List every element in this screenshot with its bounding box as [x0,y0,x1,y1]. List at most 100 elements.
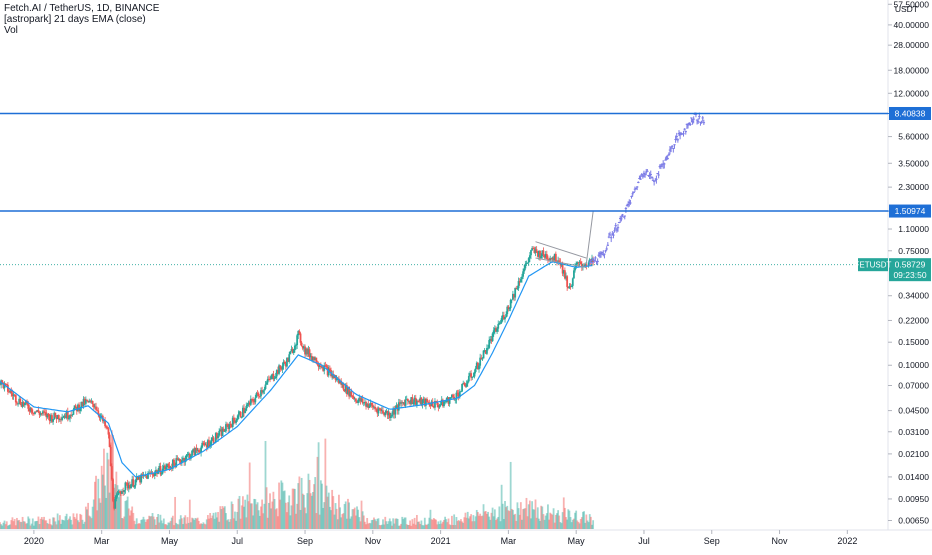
candle-body [463,382,466,386]
volume-bar [126,496,129,529]
volume-bar [55,524,58,529]
candle-body [95,406,97,410]
candle-body [533,248,536,253]
candle-body [108,434,111,447]
volume-bar [422,525,425,529]
candle-body [21,402,24,407]
volume-bar [570,522,573,529]
volume-bar [335,508,338,529]
volume-bar [465,517,468,529]
candle-body [248,402,251,405]
candle-body [37,410,40,413]
volume-bar [9,524,12,529]
volume-bar [491,507,494,529]
volume-bar [278,482,280,529]
volume-bar [396,518,399,529]
symbol-title[interactable]: Fetch.AI / TetherUS, 1D, BINANCE [4,3,160,14]
volume-bar [123,516,126,529]
volume-bar [404,517,407,529]
candle-body [188,453,191,459]
candle-body [498,323,501,325]
volume-bar [309,493,312,529]
volume-bar [45,520,48,529]
volume-bar [361,511,364,529]
volume-bar [530,518,532,529]
candle-body [81,401,84,406]
volume-bar [188,499,191,529]
candle-body [469,373,471,377]
candle-body [10,390,13,394]
candle-body [502,315,505,320]
volume-bar [462,522,465,529]
volume-indicator-label[interactable]: Vol [4,25,18,36]
candle-body [277,370,279,374]
volume-bar [502,518,505,529]
candle-body [27,404,30,409]
pattern-trendline [535,257,587,268]
candle-body [118,491,121,493]
ema-indicator-label[interactable]: [astropark] 21 days EMA (close) [4,14,146,25]
candle-body [265,382,268,385]
volume-bar [116,485,119,529]
candle-body [158,466,161,471]
volume-bar [298,476,301,529]
volume-bar [360,500,363,529]
candle-body [394,408,397,415]
candle-body [278,365,280,374]
volume-bar [552,508,555,529]
candle-body [409,401,412,405]
candle-body [415,400,418,405]
volume-bar [218,521,221,529]
volume-bar [282,491,285,529]
candle-body [514,287,517,298]
volume-bar [141,519,144,529]
volume-bar [474,516,477,529]
volume-bar [310,495,313,529]
volume-bar [81,519,84,529]
volume-bar [441,521,444,529]
candle-body [382,410,384,414]
candle-body [5,383,8,385]
volume-bar [432,518,435,529]
volume-bar [2,522,5,529]
volume-bar [515,520,518,529]
volume-bar [293,488,296,529]
candle-body [167,464,170,466]
y-tick-label: 0.07000 [898,381,929,391]
candle-body [288,354,291,362]
volume-bar [556,513,558,529]
volume-bar [183,517,186,529]
candle-body [423,398,426,406]
candle-body [544,254,547,258]
volume-bar [314,477,317,529]
volume-bar [428,517,431,529]
volume-bar [150,516,153,529]
volume-bar [263,503,266,529]
volume-bar [275,508,278,529]
candle-body [547,258,549,260]
candle-body [366,403,369,407]
candle-body [201,442,204,448]
candle-body [368,405,371,408]
candle-body [341,383,344,385]
candle-body [71,414,74,416]
volume-bar [23,521,26,529]
volume-bar [563,507,566,529]
volume-bar [98,498,101,529]
x-tick-label: Mar [94,536,110,546]
volume-bar [392,518,395,529]
volume-bar [460,519,462,529]
candle-body [518,281,521,283]
volume-bar [417,521,419,529]
candle-body [119,492,122,494]
candle-body [186,454,189,456]
candle-body [221,428,224,436]
volume-bar [339,507,341,529]
volume-bar [0,524,3,529]
volume-bar [133,520,136,529]
candle-body [177,459,180,460]
candle-body [145,475,148,479]
volume-bar [545,513,548,529]
